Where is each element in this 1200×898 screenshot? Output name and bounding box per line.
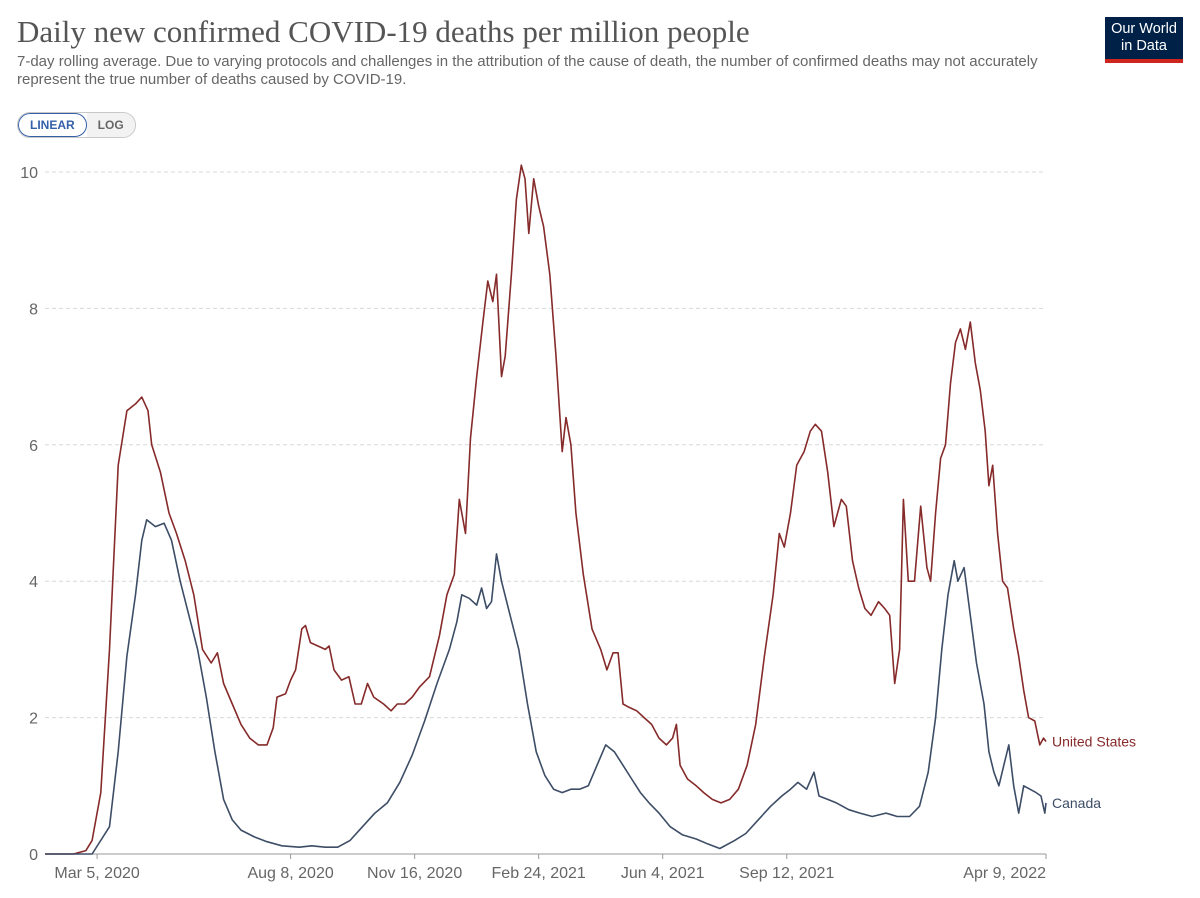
y-tick-label: 10 (20, 165, 38, 182)
x-tick-label: Nov 16, 2020 (367, 865, 462, 882)
y-tick-label: 4 (29, 574, 38, 591)
x-tick-label: Sep 12, 2021 (739, 865, 834, 882)
y-tick-label: 8 (29, 301, 38, 318)
series-line-canada[interactable] (45, 518, 1047, 855)
x-axis-ticks: Mar 5, 2020 Aug 8, 2020 Nov 16, 2020 Feb 24… (54, 854, 1047, 882)
linear-scale-button[interactable]: LINEAR (18, 113, 87, 137)
x-tick-label: Jun 4, 2021 (621, 865, 705, 882)
series-lines (45, 164, 1047, 855)
series-line-united-states[interactable] (45, 164, 1047, 855)
chart-title: Daily new confirmed COVID-19 deaths per … (17, 14, 750, 49)
owid-logo[interactable]: Our World in Data (1105, 17, 1183, 63)
series-labels: United States Canada (1052, 733, 1136, 810)
log-scale-button[interactable]: LOG (86, 113, 135, 137)
grid-lines (45, 171, 1046, 855)
y-axis-ticks: 0 2 4 6 8 10 (20, 165, 38, 864)
x-tick-label: Feb 24, 2021 (492, 865, 586, 882)
logo-line-1: Our World (1111, 21, 1177, 37)
y-tick-label: 0 (29, 847, 38, 864)
x-tick-label: Aug 8, 2020 (247, 865, 333, 882)
x-tick-label: Apr 9, 2022 (963, 865, 1046, 882)
x-tick-label: Mar 5, 2020 (54, 865, 139, 882)
series-label-canada: Canada (1052, 795, 1101, 811)
chart-subtitle: 7-day rolling average. Due to varying pr… (17, 53, 1038, 88)
scale-toggle[interactable]: LINEAR LOG (17, 112, 136, 138)
y-tick-label: 6 (29, 438, 38, 455)
logo-line-2: in Data (1121, 38, 1167, 54)
y-tick-label: 2 (29, 711, 38, 728)
series-label-united-states: United States (1052, 733, 1136, 749)
